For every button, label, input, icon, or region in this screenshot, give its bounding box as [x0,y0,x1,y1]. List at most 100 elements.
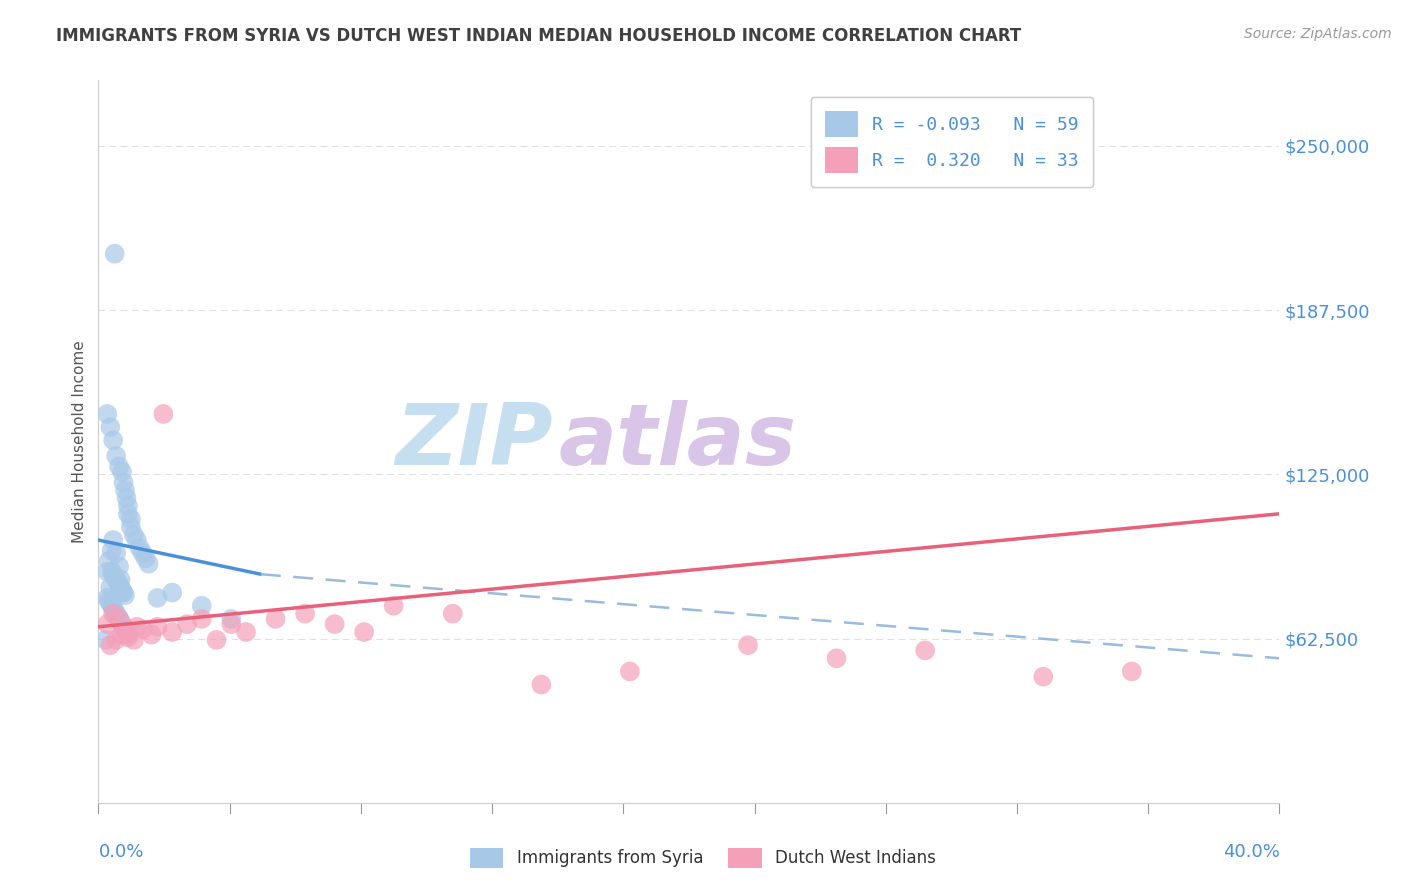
Point [1032,670,1054,684]
Point [111,465,134,479]
Point [115,625,138,640]
Text: IMMIGRANTS FROM SYRIA VS DUTCH WEST INDIAN MEDIAN HOUSEHOLD INCOME CORRELATION C: IMMIGRANTS FROM SYRIA VS DUTCH WEST INDI… [56,27,1022,45]
Y-axis label: Median Household Income: Median Household Income [72,340,87,543]
Point [103,601,125,615]
Point [120,520,142,534]
Point [98,638,121,652]
Point [125,533,148,547]
Point [737,638,759,652]
Point [122,632,145,647]
Point [110,615,132,629]
Text: atlas: atlas [560,400,797,483]
Point [112,475,135,490]
Point [111,617,134,632]
Text: 40.0%: 40.0% [1223,843,1279,861]
Point [103,607,125,621]
Point [162,585,183,599]
Point [530,677,553,691]
Point [146,591,169,605]
Text: 0.0%: 0.0% [98,843,143,861]
Point [107,609,129,624]
Point [441,607,464,621]
Point [104,604,127,618]
Point [162,625,183,640]
Point [108,612,131,626]
Point [1121,665,1143,679]
Point [98,420,121,434]
Point [264,612,287,626]
Point [353,625,375,640]
Point [128,541,150,555]
Point [914,643,936,657]
Point [111,627,134,641]
Point [103,434,125,448]
Point [105,573,128,587]
Point [98,596,121,610]
Point [107,575,129,590]
Point [221,617,243,632]
Point [111,585,134,599]
Legend: Immigrants from Syria, Dutch West Indians: Immigrants from Syria, Dutch West Indian… [464,841,942,875]
Point [382,599,405,613]
Point [120,512,142,526]
Point [125,620,148,634]
Point [104,570,127,584]
Point [94,632,117,647]
Point [108,612,131,626]
Point [114,483,136,497]
Point [114,625,136,640]
Point [132,623,155,637]
Point [105,632,128,647]
Point [205,632,228,647]
Point [117,630,139,644]
Point [176,617,198,632]
Text: ZIP: ZIP [395,400,553,483]
Point [103,567,125,582]
Point [112,620,135,634]
Point [96,591,118,605]
Point [100,599,122,613]
Point [117,627,139,641]
Point [138,557,160,571]
Point [105,607,128,621]
Point [98,580,121,594]
Point [146,620,169,634]
Point [110,580,132,594]
Point [323,617,346,632]
Point [110,573,132,587]
Point [117,499,139,513]
Point [152,407,174,421]
Point [132,546,155,560]
Point [111,582,134,597]
Point [117,507,139,521]
Point [141,627,163,641]
Point [108,578,131,592]
Point [105,546,128,560]
Point [112,585,135,599]
Point [122,528,145,542]
Point [108,459,131,474]
Point [191,612,214,626]
Point [100,565,122,579]
Legend: R = -0.093   N = 59, R =  0.320   N = 33: R = -0.093 N = 59, R = 0.320 N = 33 [811,96,1094,187]
Point [108,559,131,574]
Point [135,551,157,566]
Point [103,533,125,547]
Point [221,612,243,626]
Point [104,246,127,260]
Point [96,617,118,632]
Point [294,607,316,621]
Point [235,625,257,640]
Point [97,554,120,568]
Point [114,623,136,637]
Point [115,491,138,505]
Point [96,407,118,421]
Text: Source: ZipAtlas.com: Source: ZipAtlas.com [1244,27,1392,41]
Point [97,593,120,607]
Point [96,565,118,579]
Point [825,651,848,665]
Point [105,449,128,463]
Point [114,588,136,602]
Point [100,543,122,558]
Point [191,599,214,613]
